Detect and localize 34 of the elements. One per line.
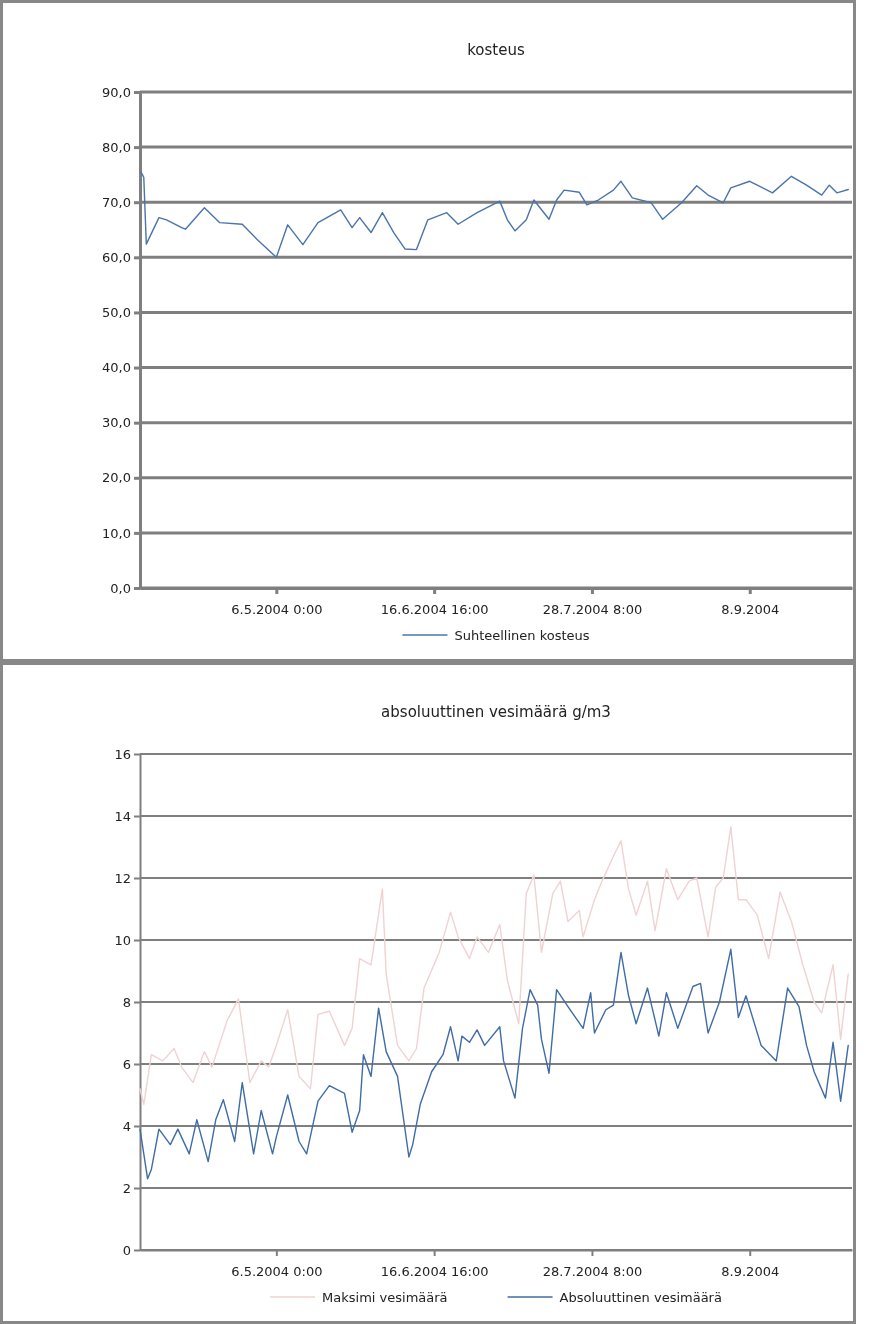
x-tick-label: 6.5.2004 0:00: [231, 1263, 323, 1279]
y-tick-label: 60,0: [102, 249, 131, 265]
chart-title: absoluuttinen vesimäärä g/m3: [381, 703, 611, 721]
y-tick-label: 8: [122, 994, 131, 1010]
y-tick-label: 2: [122, 1180, 131, 1196]
y-tick-label: 0: [122, 1242, 131, 1258]
y-tick-label: 0,0: [110, 580, 131, 596]
y-tick-label: 30,0: [102, 415, 131, 431]
x-tick-label: 16.6.2004 16:00: [380, 601, 489, 617]
y-tick-label: 70,0: [102, 194, 131, 210]
x-tick-label: 8.9.2004: [721, 601, 780, 617]
line-series: [139, 948, 849, 1180]
chart-title: kosteus: [467, 41, 525, 59]
x-tick-label: 28.7.2004 8:00: [542, 601, 643, 617]
legend-label: Absoluuttinen vesimäärä: [559, 1290, 722, 1305]
y-tick-label: 14: [114, 808, 131, 824]
y-tick-label: 12: [114, 870, 131, 886]
y-tick-label: 16: [114, 746, 131, 762]
x-tick-label: 16.6.2004 16:00: [380, 1263, 489, 1279]
x-tick-label: 8.9.2004: [721, 1263, 780, 1279]
x-tick-label: 28.7.2004 8:00: [542, 1263, 643, 1279]
legend-label: Suhteellinen kosteus: [454, 628, 590, 643]
y-tick-label: 6: [122, 1056, 131, 1072]
y-tick-label: 10: [114, 932, 131, 948]
line-series: [139, 826, 849, 1105]
y-tick-label: 4: [122, 1118, 131, 1134]
y-tick-label: 10,0: [102, 525, 131, 541]
x-tick-label: 6.5.2004 0:00: [231, 601, 323, 617]
y-tick-label: 40,0: [102, 360, 131, 376]
y-tick-label: 20,0: [102, 470, 131, 486]
y-tick-label: 90,0: [102, 84, 131, 100]
legend-label: Maksimi vesimäärä: [322, 1290, 448, 1305]
y-tick-label: 80,0: [102, 139, 131, 155]
y-tick-label: 50,0: [102, 305, 131, 321]
